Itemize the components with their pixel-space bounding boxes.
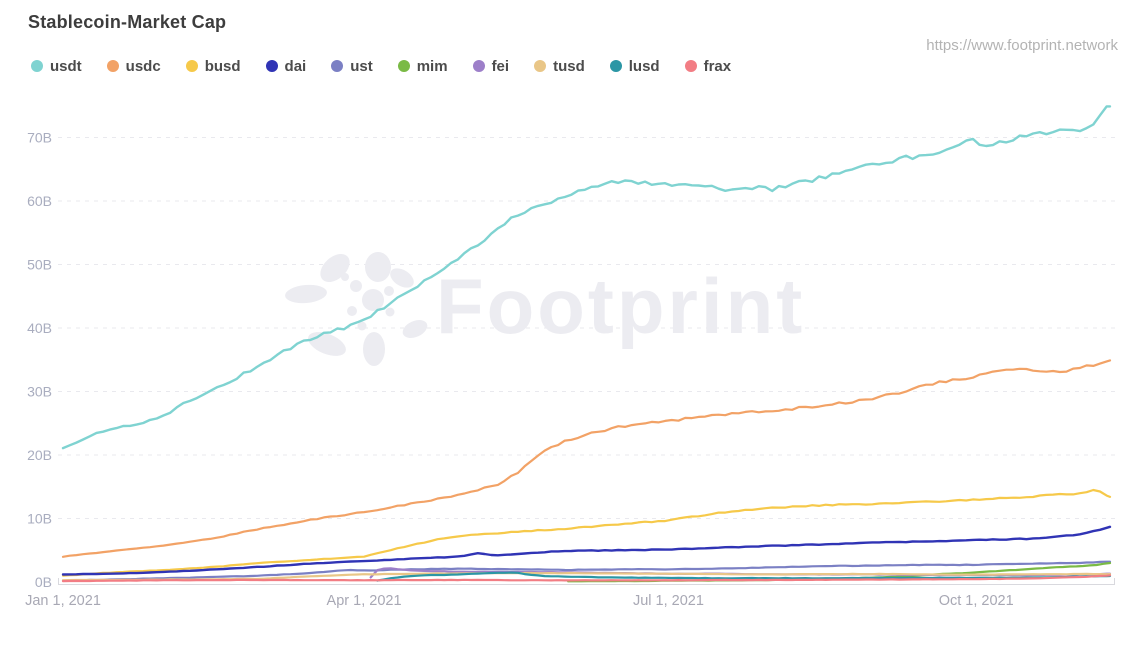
legend-item-frax[interactable]: frax [684,57,732,75]
legend-swatch-tusd-icon [534,60,547,72]
series-line-ust [61,560,1112,582]
source-url-watermark: https://www.footprint.network [926,37,1118,54]
series-line-frax [61,574,1112,583]
y-axis-tick-30B: 30B [27,384,52,400]
y-axis-tick-60B: 60B [27,193,52,209]
legend-item-mim[interactable]: mim [397,57,448,75]
legend-swatch-dai-icon [265,60,278,72]
legend-item-lusd[interactable]: lusd [609,57,660,75]
watermark-brand-text: Footprint [436,262,805,350]
series-line-usdt [61,105,1112,450]
y-axis-tick-10B: 10B [27,511,52,527]
chart-title: Stablecoin-Market Cap [28,12,227,32]
legend-swatch-usdt-icon [31,60,43,72]
legend-swatch-frax-icon [684,60,697,72]
legend: usdt usdc busd dai ust mim fei tusd lusd frax [31,56,731,76]
x-axis-tick-Jul-1-2021: Jul 1, 2021 [633,593,704,609]
legend-swatch-lusd-icon [609,60,622,72]
legend-label: tusd [553,57,585,75]
series-line-busd [61,488,1112,577]
y-axis-tick-50B: 50B [27,257,52,273]
legend-label: lusd [628,57,660,75]
legend-item-ust[interactable]: ust [331,58,373,75]
legend-label: usdc [125,57,161,75]
legend-item-busd[interactable]: busd [185,57,241,75]
legend-swatch-usdc-icon [106,60,119,72]
legend-label: fei [491,57,510,75]
x-axis-tick-Oct-1-2021: Oct 1, 2021 [939,593,1014,609]
x-axis-line [58,578,1115,585]
legend-label: mim [416,57,448,75]
legend-item-tusd[interactable]: tusd [534,58,585,75]
legend-item-dai[interactable]: dai [265,57,307,75]
legend-label: frax [703,57,732,75]
legend-item-fei[interactable]: fei [472,57,510,75]
legend-swatch-fei-icon [472,60,485,72]
legend-label: busd [204,57,241,75]
y-axis-tick-40B: 40B [27,320,52,336]
series-line-dai [61,525,1112,576]
y-axis-tick-0B: 0B [35,574,52,590]
legend-item-usdt[interactable]: usdt [31,58,82,75]
legend-swatch-busd-icon [185,60,198,72]
footprint-watermark-logo-icon: Footprint [285,252,805,366]
legend-label: ust [350,57,373,75]
legend-swatch-mim-icon [397,60,410,72]
legend-label: dai [284,57,307,75]
legend-label: usdt [50,57,82,75]
series-line-usdc [61,359,1112,558]
legend-item-usdc[interactable]: usdc [106,57,161,75]
y-axis-tick-20B: 20B [27,447,52,463]
legend-swatch-ust-icon [331,60,344,72]
y-axis-tick-70B: 70B [27,130,52,146]
x-axis-tick-Apr-1-2021: Apr 1, 2021 [327,593,402,609]
x-axis-tick-Jan-1-2021: Jan 1, 2021 [25,593,101,609]
